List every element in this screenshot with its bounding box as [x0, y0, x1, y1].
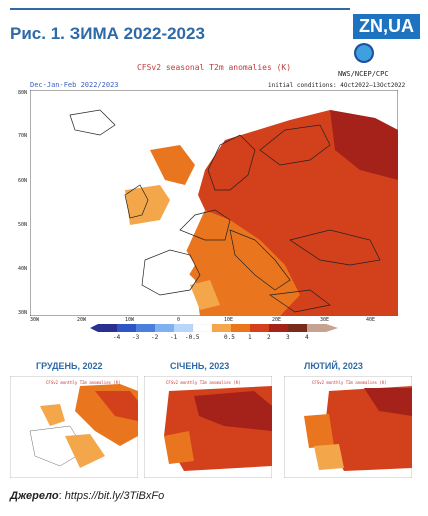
colorbar-tick: -2: [151, 334, 159, 341]
page-title: Рис. 1. ЗИМА 2022-2023: [10, 24, 205, 43]
anomaly-map: [30, 90, 398, 316]
colorbar-tick: -3: [132, 334, 140, 341]
month-label-january: СІЧЕНЬ, 2023: [170, 361, 230, 371]
thumbnail-map-february: [284, 376, 412, 478]
figure-heading: CFSv2 seasonal T2m anomalies (K): [136, 63, 292, 72]
lon-label: 20W: [77, 317, 87, 323]
lat-label: 80N: [18, 90, 28, 96]
colorbar-tick: 1: [248, 334, 252, 341]
initial-conditions-label: initial conditions: 4Oct2022–13Oct2022: [268, 82, 406, 89]
source-link[interactable]: https://bit.ly/3TiBxFo: [64, 490, 165, 502]
lat-label: 50N: [18, 222, 28, 228]
period-label: Dec-Jan-Feb 2022/2023: [30, 81, 119, 89]
colorbar-tick: -4: [113, 334, 121, 341]
source-label: Джерело: [10, 490, 59, 502]
header-rule: [10, 8, 350, 10]
thumbnail-caption: CFSv2 monthly T2m anomalies (K): [46, 380, 121, 385]
month-label-december: ГРУДЕНЬ, 2022: [36, 361, 103, 371]
colorbar-tick: 0.5: [224, 334, 235, 341]
source-line: Джерело: https://bit.ly/3TiBxFo: [10, 490, 165, 502]
thumbnail-map-december: [10, 376, 138, 478]
colorbar-tick: 2: [267, 334, 271, 341]
colorbar: [90, 324, 338, 332]
colorbar-tick: -1: [170, 334, 178, 341]
lon-label: 30E: [320, 317, 330, 323]
agency-label: NWS/NCEP/CPC: [338, 70, 389, 78]
lat-label: 40N: [18, 266, 28, 272]
thumbnail-map-january: [144, 376, 272, 478]
lat-label: 30N: [18, 310, 28, 316]
lat-label: 60N: [18, 178, 28, 184]
lon-label: 40E: [366, 317, 376, 323]
coastlines: [69, 109, 381, 313]
lat-label: 70N: [18, 133, 28, 139]
zn-ua-logo[interactable]: ZN,UA: [353, 14, 420, 39]
colorbar-tick: 3: [286, 334, 290, 341]
thumbnail-caption: CFSv2 monthly T2m anomalies (K): [166, 380, 241, 385]
lon-label: 0: [177, 317, 181, 323]
thumbnail-caption: CFSv2 monthly T2m anomalies (K): [312, 380, 387, 385]
anomaly-shading: [125, 110, 398, 316]
lon-label: 30W: [30, 317, 40, 323]
colorbar-tick: 4: [305, 334, 309, 341]
colorbar-tick: -0.5: [185, 334, 200, 341]
lon-label: 10W: [125, 317, 135, 323]
noaa-logo-icon: [354, 43, 374, 63]
lon-label: 20E: [272, 317, 282, 323]
lon-label: 10E: [224, 317, 234, 323]
month-label-february: ЛЮТИЙ, 2023: [304, 361, 363, 371]
